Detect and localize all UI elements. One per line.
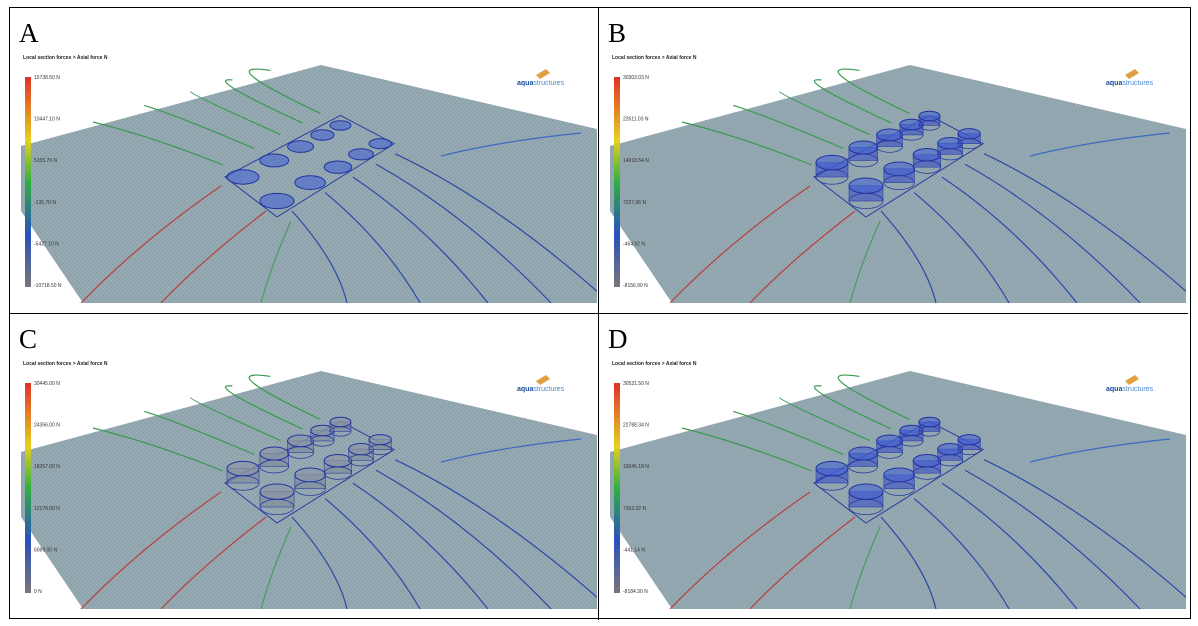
- panel-cell: A Local section forces > Axial force N 15…: [10, 8, 599, 314]
- panel-label: D: [608, 326, 628, 353]
- cage-top: [849, 447, 878, 460]
- cage-top: [330, 417, 351, 426]
- colorbar-tick-label: -10718.50 N: [34, 283, 62, 289]
- logo-part: structures: [533, 80, 564, 87]
- colorbar-tick-label: 7302.02 N: [623, 506, 646, 512]
- logo-icon: [536, 69, 550, 79]
- cage-top: [295, 468, 326, 482]
- colorbar-tick-label: 30303.03 N: [623, 75, 649, 81]
- render: Local section forces > Axial force N 3044…: [21, 357, 597, 609]
- cage-top: [260, 484, 294, 499]
- logo-part: aqua: [517, 80, 533, 87]
- cage-top: [311, 130, 334, 140]
- colorbar-tick-label: 6089.00 N: [34, 547, 57, 553]
- ground-plane: [610, 371, 1186, 609]
- cage-top: [958, 129, 980, 139]
- panel-cell: D Local section forces > Axial force N 30…: [599, 314, 1188, 620]
- cage-top: [288, 141, 314, 153]
- colorbar-tick-label: 14918.54 N: [623, 158, 649, 164]
- colorbar-tick-label: -464.92 N: [623, 241, 645, 247]
- colorbar-tick-label: 24356.00 N: [34, 423, 60, 429]
- cage-top: [260, 447, 289, 460]
- cage-top: [288, 435, 314, 447]
- panel-label: B: [608, 20, 626, 47]
- logo-part: aqua: [517, 386, 533, 393]
- logo: aquastructures: [1106, 80, 1154, 87]
- cage-top: [884, 468, 915, 482]
- cage-top: [877, 435, 903, 447]
- cage-top: [913, 455, 941, 467]
- logo-icon: [1125, 69, 1139, 79]
- colorbar-tick-label: 18267.00 N: [34, 464, 60, 470]
- cage-top: [369, 139, 391, 149]
- logo: aquastructures: [517, 80, 565, 87]
- ground-plane: [21, 371, 597, 609]
- cage-top: [849, 484, 883, 499]
- logo-part: structures: [1122, 80, 1153, 87]
- logo: aquastructures: [517, 386, 565, 393]
- colorbar-tick-label: 15045.18 N: [623, 464, 649, 470]
- colorbar-tick-label: 22788.34 N: [623, 423, 649, 429]
- colorbar-tick-label: -135.70 N: [34, 200, 56, 206]
- colorbar-tick-label: 22611.03 N: [623, 117, 649, 123]
- colorbar-tick-label: 5155.70 N: [34, 158, 57, 164]
- cage-top: [849, 178, 883, 193]
- colorbar-tick-label: 12178.00 N: [34, 506, 60, 512]
- cage-top: [349, 149, 374, 160]
- cage-top: [816, 461, 848, 475]
- colorbar-tick-label: 10447.10 N: [34, 117, 60, 123]
- panel-cell: B Local section forces > Axial force N 30…: [599, 8, 1188, 314]
- cage-top: [260, 154, 289, 167]
- colorbar-tick-label: -441.14 N: [623, 547, 645, 553]
- cage-top: [260, 193, 294, 208]
- panel-cell: C Local section forces > Axial force N 30…: [10, 314, 599, 620]
- colorbar-tick-label: 30531.50 N: [623, 381, 649, 387]
- plot-title: Local section forces > Axial force N: [23, 55, 108, 61]
- colorbar: [614, 77, 620, 287]
- render: Local section forces > Axial force N 1573…: [21, 51, 597, 303]
- cage-top: [227, 461, 259, 475]
- cage-top: [324, 455, 352, 467]
- plot-title: Local section forces > Axial force N: [612, 55, 697, 61]
- panel-label: C: [19, 326, 37, 353]
- colorbar-tick-label: 15738.50 N: [34, 75, 60, 81]
- plot-title: Local section forces > Axial force N: [23, 361, 108, 367]
- colorbar-tick-label: 7227.06 N: [623, 200, 646, 206]
- logo-part: structures: [533, 386, 564, 393]
- cage-top: [919, 111, 940, 120]
- colorbar-tick-label: -5427.10 N: [34, 241, 59, 247]
- colorbar: [25, 77, 31, 287]
- logo-part: aqua: [1106, 80, 1122, 87]
- cage-top: [330, 121, 351, 130]
- cage-top: [877, 129, 903, 141]
- cage-top: [295, 176, 326, 190]
- colorbar: [25, 383, 31, 593]
- render: Local section forces > Axial force N 3053…: [610, 357, 1186, 609]
- logo-icon: [536, 375, 550, 385]
- cage-top: [369, 435, 391, 445]
- cage-top: [919, 417, 940, 426]
- logo-icon: [1125, 375, 1139, 385]
- cage-top: [913, 149, 941, 161]
- colorbar-tick-label: -8184.30 N: [623, 589, 648, 595]
- colorbar: [614, 383, 620, 593]
- cage-top: [816, 155, 848, 169]
- ground-plane: [610, 65, 1186, 303]
- plot-title: Local section forces > Axial force N: [612, 361, 697, 367]
- cage-top: [849, 141, 878, 154]
- cage-top: [884, 162, 915, 176]
- panel-label: A: [19, 20, 39, 47]
- cage-top: [324, 161, 352, 173]
- figure: A Local section forces > Axial force N 15…: [9, 7, 1191, 619]
- colorbar-tick-label: 30445.00 N: [34, 381, 60, 387]
- render: Local section forces > Axial force N 3030…: [610, 51, 1186, 303]
- logo: aquastructures: [1106, 386, 1154, 393]
- cage-top: [958, 435, 980, 445]
- logo-part: aqua: [1106, 386, 1122, 393]
- cage-top: [227, 170, 259, 184]
- logo-part: structures: [1122, 386, 1153, 393]
- colorbar-tick-label: 0 N: [34, 589, 42, 595]
- colorbar-tick-label: -8156.90 N: [623, 283, 648, 289]
